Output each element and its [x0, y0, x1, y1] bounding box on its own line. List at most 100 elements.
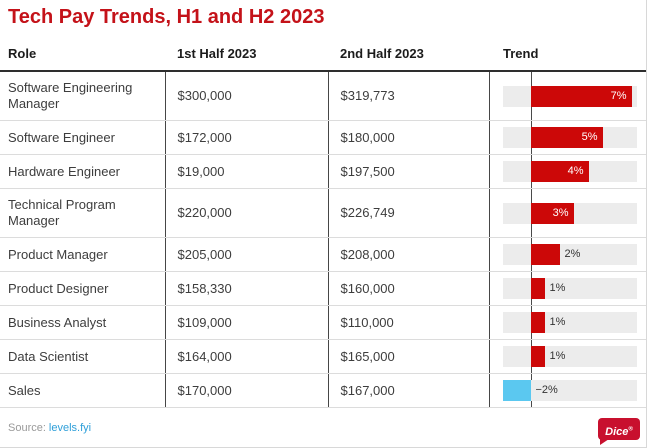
first-half-value-cell: $205,000 [164, 237, 328, 272]
trend-bar: 7% [530, 85, 632, 107]
second-half-value-cell: $226,749 [327, 188, 489, 238]
trend-bar: 5% [530, 127, 603, 148]
second-half-value-cell: $160,000 [327, 271, 489, 306]
source-link[interactable]: levels.fyi [48, 422, 92, 434]
first-half-value-cell: $109,000 [164, 305, 328, 340]
table-row: Software Engineering Manager $300,000 $3… [0, 71, 646, 121]
trend-cell: 3% [488, 188, 646, 238]
table-row: Software Engineer $172,000 $180,000 5% [0, 120, 646, 155]
second-half-value: $226,749 [340, 205, 395, 220]
role-label: Sales [8, 382, 41, 398]
role-cell: Data Scientist [0, 339, 165, 374]
second-half-value: $319,773 [340, 88, 395, 103]
page-title: Tech Pay Trends, H1 and H2 2023 [8, 6, 325, 28]
trend-bar [530, 312, 545, 333]
trend-value-label: 5% [581, 131, 598, 143]
first-half-value: $164,000 [177, 348, 232, 364]
column-header-2nd-half: 2nd Half 2023 [328, 46, 489, 72]
column-header-role: Role [0, 46, 165, 72]
trend-bar-track: 1% [502, 346, 637, 367]
role-cell: Software Engineering Manager [0, 71, 165, 121]
first-half-value: $19,000 [177, 163, 225, 179]
trend-bar: 4% [530, 161, 589, 182]
second-half-value: $110,000 [340, 314, 394, 330]
dice-logo[interactable]: Dice® [598, 418, 640, 445]
trend-value-label: 1% [549, 316, 566, 328]
trend-cell: 4% [488, 154, 646, 189]
role-cell: Software Engineer [0, 120, 165, 155]
role-cell: Product Designer [0, 271, 165, 306]
second-half-value-cell: $319,773 [327, 71, 489, 121]
role-label: Product Designer [8, 280, 109, 296]
trend-bar [502, 380, 531, 401]
role-label: Software Engineer [8, 129, 115, 145]
role-cell: Hardware Engineer [0, 154, 165, 189]
table-header-row: Role 1st Half 2023 2nd Half 2023 Trend [0, 46, 646, 72]
trend-value-label: 2% [564, 248, 581, 260]
table-row: Data Scientist $164,000 $165,000 1% [0, 339, 646, 374]
trend-cell: 1% [488, 339, 646, 374]
second-half-value: $180,000 [340, 129, 395, 145]
trend-bar-track: −2% [502, 380, 637, 401]
trend-value-label: 1% [549, 350, 566, 362]
first-half-value: $205,000 [177, 246, 232, 262]
second-half-value: $167,000 [340, 382, 395, 398]
second-half-value-cell: $180,000 [327, 120, 489, 155]
column-header-trend: Trend [489, 46, 646, 72]
column-header-1st-half: 1st Half 2023 [165, 46, 328, 72]
table-row: Product Manager $205,000 $208,000 2% [0, 237, 646, 272]
trend-cell: 5% [488, 120, 646, 155]
role-cell: Product Manager [0, 237, 165, 272]
trend-cell: −2% [488, 373, 646, 408]
trend-value-label: 1% [549, 282, 566, 294]
first-half-value-cell: $300,000 [164, 71, 328, 121]
role-label: Technical Program Manager [8, 197, 116, 228]
table-row: Technical Program Manager $220,000 $226,… [0, 188, 646, 238]
second-half-value-cell: $208,000 [327, 237, 489, 272]
first-half-value: $300,000 [177, 88, 232, 103]
table-row: Sales $170,000 $167,000 −2% [0, 373, 646, 408]
pay-trends-table: Role 1st Half 2023 2nd Half 2023 Trend S… [0, 46, 646, 408]
trend-bar-track: 4% [502, 161, 637, 182]
trend-bar-track: 1% [502, 278, 637, 299]
trend-bar [530, 244, 560, 265]
dice-logo-tail [600, 439, 609, 445]
first-half-value-cell: $164,000 [164, 339, 328, 374]
second-half-value: $160,000 [340, 280, 395, 296]
trend-bar-track: 7% [502, 85, 637, 107]
second-half-value-cell: $110,000 [327, 305, 489, 340]
role-label: Business Analyst [8, 314, 107, 330]
first-half-value: $109,000 [177, 314, 232, 330]
second-half-value: $197,500 [340, 163, 395, 179]
table-row: Product Designer $158,330 $160,000 1% [0, 271, 646, 306]
role-label: Product Manager [8, 246, 108, 262]
trend-bar-track: 5% [502, 127, 637, 148]
role-cell: Business Analyst [0, 305, 165, 340]
role-label: Data Scientist [8, 348, 89, 364]
source-note: Source: levels.fyi [8, 422, 91, 434]
table-row: Business Analyst $109,000 $110,000 1% [0, 305, 646, 340]
second-half-value: $208,000 [340, 246, 395, 262]
dice-logo-text: Dice® [605, 425, 633, 438]
first-half-value-cell: $19,000 [164, 154, 328, 189]
first-half-value: $220,000 [177, 205, 232, 220]
first-half-value-cell: $220,000 [164, 188, 328, 238]
second-half-value-cell: $165,000 [327, 339, 489, 374]
trend-cell: 7% [488, 71, 646, 121]
trend-value-label: 7% [610, 89, 627, 102]
role-label: Hardware Engineer [8, 163, 121, 179]
trend-bar-track: 1% [502, 312, 637, 333]
trend-bar [530, 278, 545, 299]
first-half-value-cell: $172,000 [164, 120, 328, 155]
first-half-value-cell: $170,000 [164, 373, 328, 408]
trend-value-label: 4% [567, 165, 584, 177]
second-half-value-cell: $167,000 [327, 373, 489, 408]
first-half-value: $170,000 [177, 382, 232, 398]
trend-cell: 1% [488, 305, 646, 340]
first-half-value-cell: $158,330 [164, 271, 328, 306]
trend-value-label: 3% [552, 206, 569, 219]
second-half-value: $165,000 [340, 348, 395, 364]
first-half-value: $158,330 [177, 280, 232, 296]
trend-bar-track: 3% [502, 202, 637, 224]
